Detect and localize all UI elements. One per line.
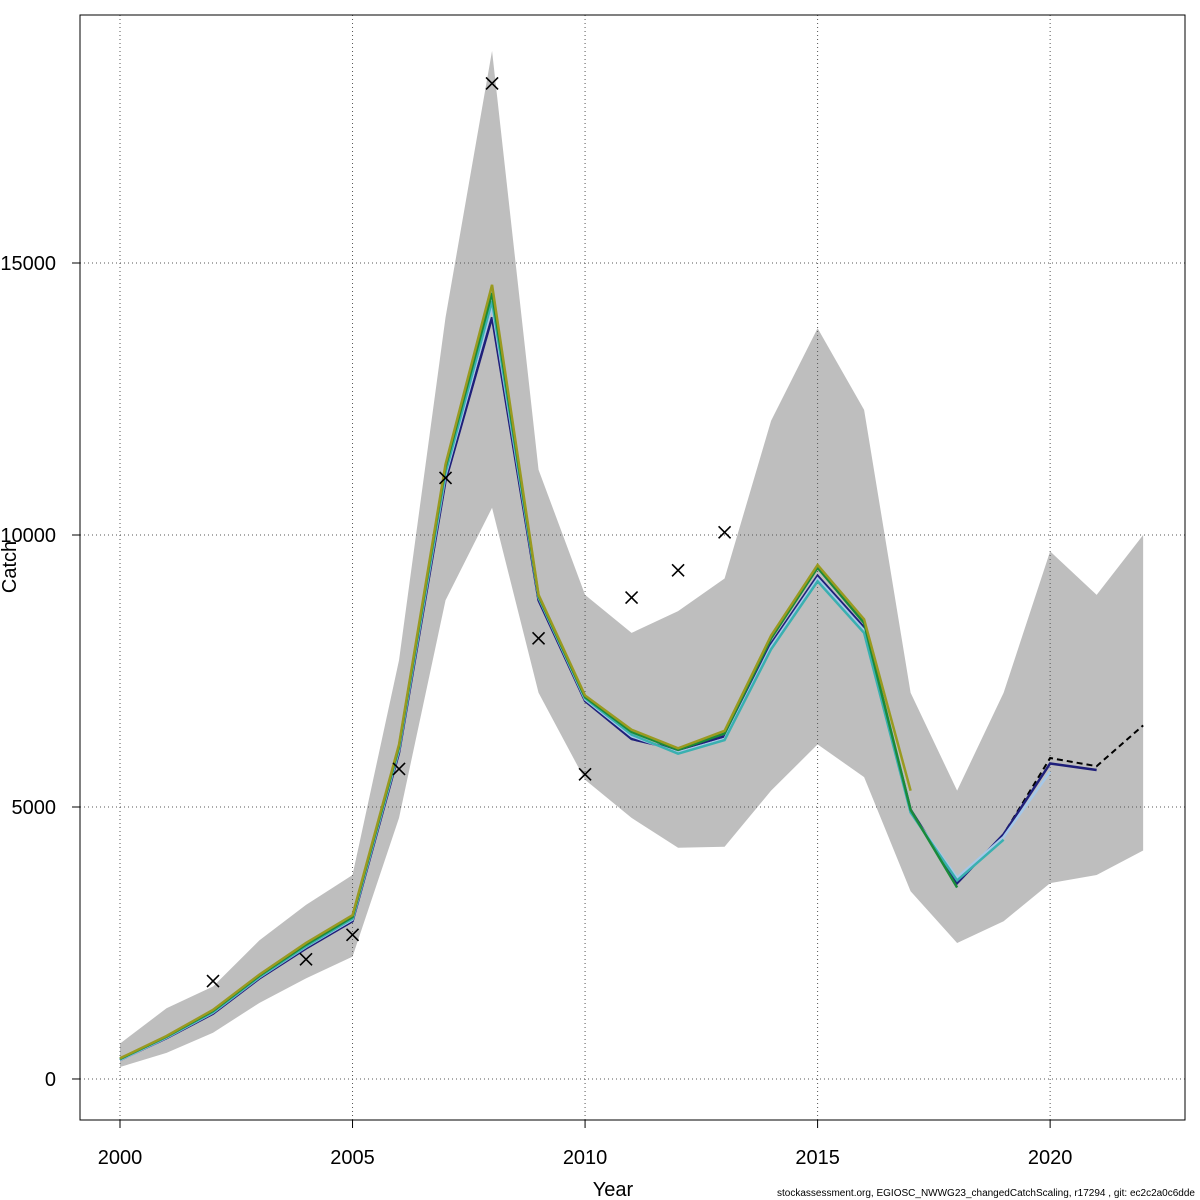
observation bbox=[299, 952, 313, 966]
x-tick-label: 2000 bbox=[98, 1147, 143, 1169]
footer: stockassessment.org, EGIOSC_NWWG23_chang… bbox=[777, 1188, 1195, 1199]
plot-frame bbox=[79, 14, 1186, 1121]
x-axis-label: Year bbox=[593, 1179, 634, 1200]
observation bbox=[206, 974, 220, 988]
y-tick-label: 5000 bbox=[12, 797, 57, 819]
confidence-band bbox=[119, 50, 1144, 1068]
observation bbox=[438, 471, 453, 485]
observation bbox=[578, 767, 592, 781]
observation bbox=[485, 76, 499, 91]
y-axis-label: Catch bbox=[0, 541, 21, 593]
y-tick-label: 15000 bbox=[0, 253, 56, 275]
x-tick-label: 2020 bbox=[1028, 1147, 1073, 1169]
series-line bbox=[119, 284, 912, 1060]
x-tick-label: 2005 bbox=[330, 1147, 375, 1169]
observation bbox=[718, 525, 732, 539]
observation bbox=[392, 762, 406, 776]
observation bbox=[671, 563, 685, 577]
observation bbox=[345, 928, 360, 942]
x-tick-label: 2010 bbox=[563, 1147, 608, 1169]
observation bbox=[531, 631, 546, 645]
observation bbox=[625, 590, 639, 605]
y-tick-label: 10000 bbox=[0, 525, 56, 547]
x-tick-label: 2015 bbox=[795, 1147, 840, 1169]
y-tick-label: 0 bbox=[45, 1069, 56, 1091]
